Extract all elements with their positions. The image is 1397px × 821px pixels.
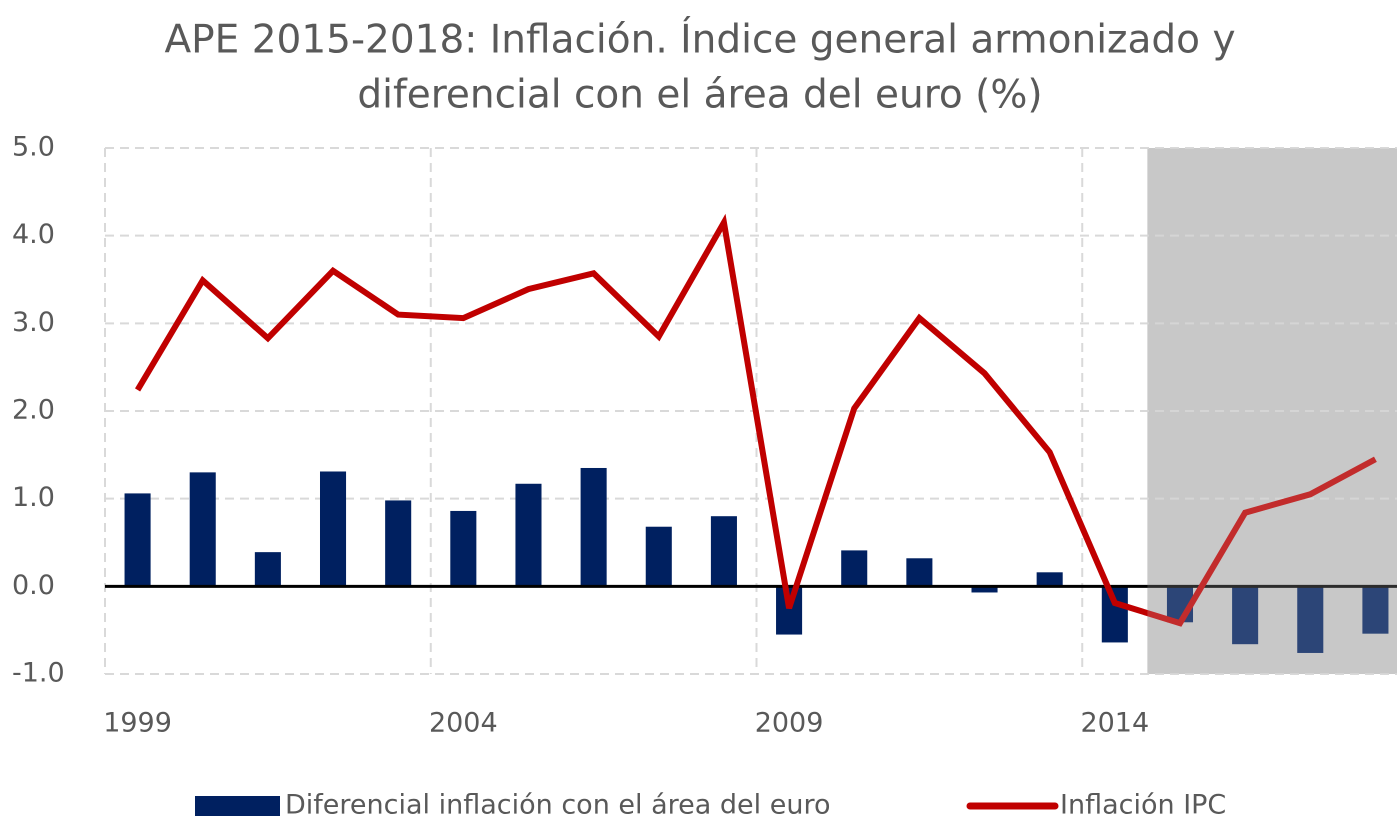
legend-swatch — [195, 796, 280, 816]
bar — [189, 472, 216, 587]
line — [134, 213, 1377, 627]
bar — [841, 550, 868, 587]
x-tick-label: 1999 — [103, 708, 172, 739]
x-tick-label: 2014 — [1080, 708, 1149, 739]
bar — [710, 516, 737, 587]
y-tick-label: -1.0 — [12, 658, 65, 689]
bar — [1232, 586, 1259, 645]
forecast-overlay — [1147, 148, 1397, 674]
y-tick-label: 5.0 — [12, 132, 55, 163]
bar — [450, 510, 477, 587]
bar — [645, 526, 672, 587]
y-tick-label: 4.0 — [12, 219, 55, 250]
bar — [1036, 572, 1063, 587]
bar — [1362, 586, 1389, 634]
x-tick-label: 2004 — [429, 708, 498, 739]
bar — [971, 586, 998, 593]
bar — [385, 500, 412, 587]
chart-title: APE 2015-2018: Inflación. Índice general… — [164, 16, 1235, 63]
y-tick-label: 1.0 — [12, 482, 55, 513]
bar — [1101, 586, 1128, 643]
bar — [254, 552, 281, 587]
bar — [124, 493, 151, 587]
legend-label: Inflación IPC — [1060, 790, 1226, 821]
bar — [319, 471, 347, 587]
legend-label: Diferencial inflación con el área del eu… — [285, 790, 830, 821]
bar — [515, 483, 542, 587]
y-tick-label: 0.0 — [12, 570, 55, 601]
y-tick-label: 2.0 — [12, 395, 55, 426]
bar — [906, 558, 933, 587]
x-tick-label: 2009 — [755, 708, 824, 739]
y-tick-label: 3.0 — [12, 307, 55, 338]
bar — [1297, 586, 1324, 653]
chart-title: diferencial con el área del euro (%) — [357, 73, 1042, 118]
bar — [580, 467, 607, 587]
